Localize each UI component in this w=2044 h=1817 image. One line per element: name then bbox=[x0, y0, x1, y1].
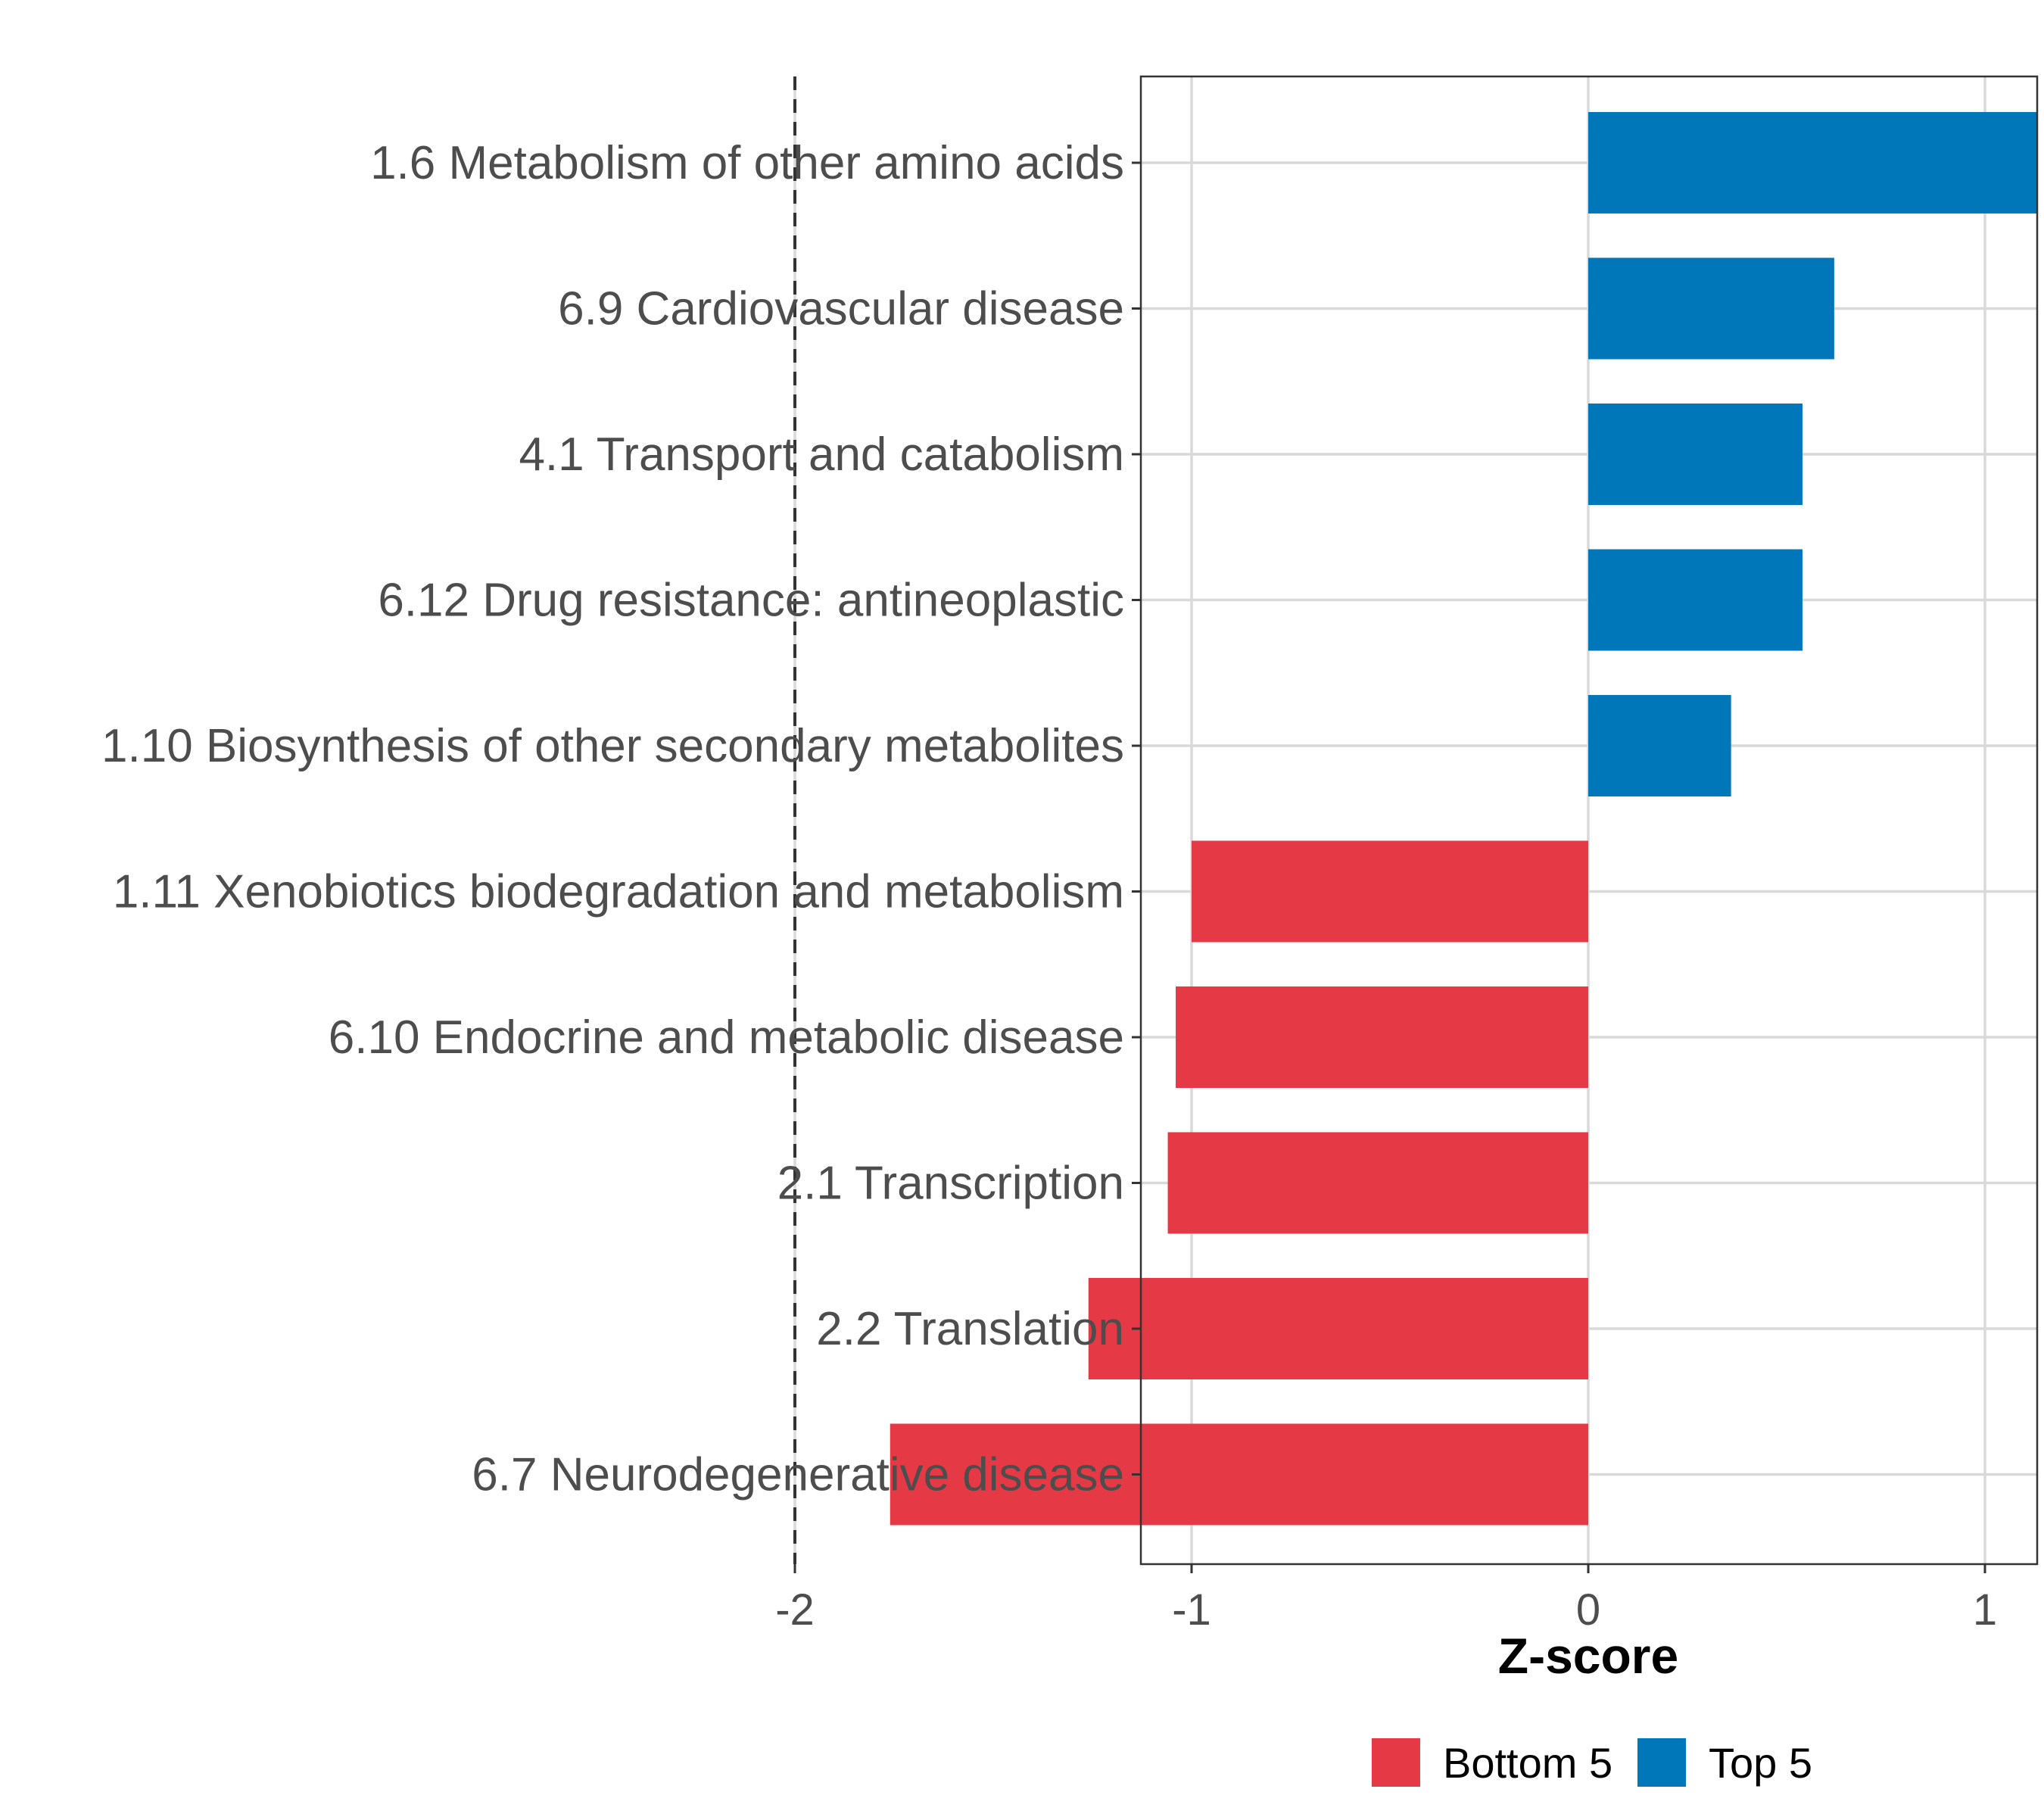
bar bbox=[1176, 986, 1588, 1088]
x-tick-label: -2 bbox=[775, 1585, 815, 1635]
bar bbox=[1588, 695, 1731, 796]
x-tick-label: 1 bbox=[1973, 1585, 1997, 1635]
y-tick-label: 2.1 Transcription bbox=[777, 1158, 1124, 1210]
bar bbox=[1088, 1278, 1588, 1379]
bars bbox=[890, 112, 2037, 1526]
bar bbox=[890, 1423, 1588, 1526]
legend: Bottom 5 Top 5 bbox=[1372, 1738, 1812, 1787]
bar bbox=[1588, 404, 1803, 505]
y-tick-label: 1.10 Biosynthesis of other secondary met… bbox=[101, 720, 1124, 772]
y-tick-label: 6.7 Neurodegenerative disease bbox=[472, 1449, 1124, 1501]
x-tick-label: 0 bbox=[1576, 1585, 1600, 1635]
bar bbox=[1588, 257, 1834, 360]
x-axis-title: Z-score bbox=[1498, 1628, 1678, 1684]
y-tick-label: 1.6 Metabolism of other amino acids bbox=[370, 137, 1124, 189]
y-axis: 1.6 Metabolism of other amino acids 6.9 C… bbox=[101, 137, 1141, 1501]
bar bbox=[1588, 549, 1803, 651]
y-tick-label: 4.1 Transport and catabolism bbox=[519, 429, 1124, 481]
y-tick-label: 6.10 Endocrine and metabolic disease bbox=[329, 1011, 1124, 1064]
x-axis: -2-1012 bbox=[775, 1564, 1997, 1635]
legend-label: Top 5 bbox=[1709, 1739, 1812, 1787]
legend-swatch bbox=[1637, 1738, 1686, 1787]
x-tick-label: -1 bbox=[1172, 1585, 1211, 1635]
y-tick-label: 6.12 Drug resistance: antineoplastic bbox=[378, 575, 1124, 627]
reference-lines bbox=[793, 76, 796, 1564]
bar bbox=[1167, 1132, 1588, 1234]
bar bbox=[1192, 840, 1588, 943]
legend-label: Bottom 5 bbox=[1443, 1739, 1612, 1787]
y-tick-label: 6.9 Cardiovascular disease bbox=[558, 283, 1124, 335]
bar bbox=[1588, 112, 2037, 213]
y-tick-label: 2.2 Translation bbox=[816, 1303, 1124, 1355]
legend-swatch bbox=[1372, 1738, 1420, 1787]
y-tick-label: 1.11 Xenobiotics biodegradation and meta… bbox=[113, 866, 1124, 918]
